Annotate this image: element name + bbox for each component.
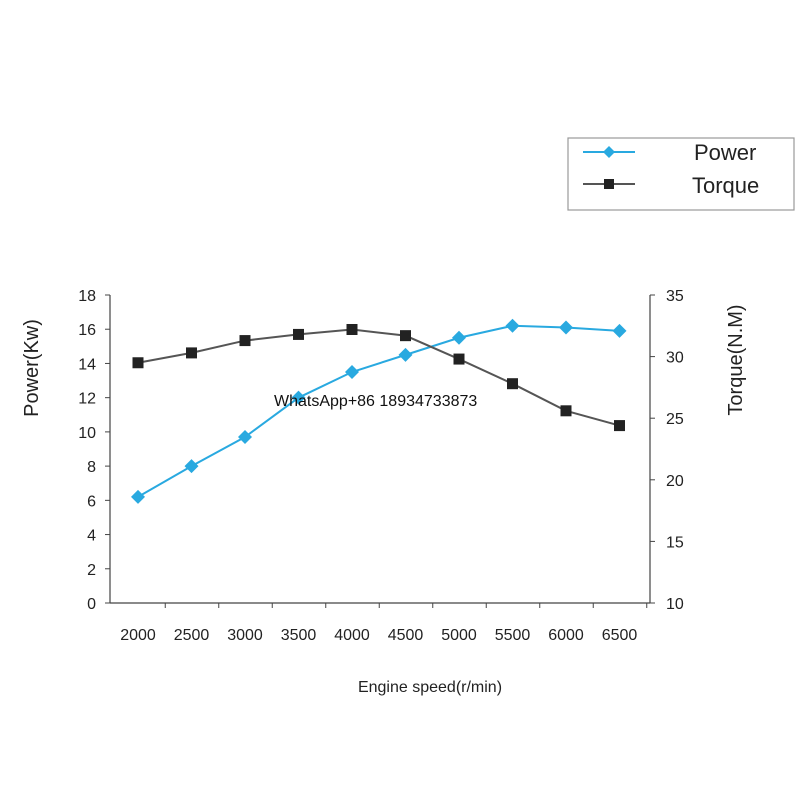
right-tick-label: 20 <box>666 473 684 490</box>
left-tick-label: 12 <box>78 391 96 408</box>
legend: Power Torque <box>567 137 795 211</box>
legend-torque-label: Torque <box>692 173 759 198</box>
left-tick-label: 18 <box>78 288 96 305</box>
legend-power-marker <box>603 146 615 158</box>
power-point <box>612 323 627 338</box>
x-tick-label: 5000 <box>441 627 477 644</box>
x-tick-label: 5500 <box>495 627 531 644</box>
torque-point <box>239 335 251 347</box>
legend-power-label: Power <box>694 140 756 165</box>
power-point <box>238 430 252 445</box>
series-layer <box>131 318 627 504</box>
left-tick-label: 16 <box>78 322 96 339</box>
series-torque <box>132 323 625 432</box>
x-axis-ticks: 2000 2500 3000 3500 4000 4500 5000 5500 6000 6500 <box>120 603 648 644</box>
legend-item-power: Power <box>583 140 756 165</box>
power-point <box>184 459 199 474</box>
right-tick-label: 30 <box>666 350 684 367</box>
power-point <box>131 489 145 504</box>
torque-point <box>453 353 465 365</box>
x-tick-label: 6500 <box>602 627 638 644</box>
torque-point <box>400 330 411 342</box>
series-line-torque <box>137 328 620 427</box>
x-tick-label: 3500 <box>281 627 317 644</box>
power-point <box>559 320 573 335</box>
left-tick-label: 0 <box>87 596 96 613</box>
torque-point <box>560 405 572 417</box>
left-tick-label: 4 <box>87 528 96 545</box>
left-tick-label: 2 <box>87 562 96 579</box>
x-tick-label: 3000 <box>227 627 263 644</box>
x-tick-label: 6000 <box>548 627 584 644</box>
power-point <box>505 318 520 333</box>
x-axis-title: Engine speed(r/min) <box>358 679 502 696</box>
watermark: WhatsApp+86 18934733873 <box>274 393 477 410</box>
torque-point <box>186 347 197 359</box>
left-tick-label: 10 <box>78 425 96 442</box>
power-point <box>452 330 466 345</box>
left-axis-ticks: 0 2 4 6 8 10 12 14 16 18 <box>78 288 110 613</box>
torque-point <box>293 328 304 340</box>
power-point <box>345 365 359 379</box>
series-power <box>131 318 627 504</box>
right-tick-label: 15 <box>666 534 684 551</box>
right-axis-ticks: 10 15 20 25 30 35 <box>650 288 684 613</box>
power-point <box>291 390 306 405</box>
torque-point <box>346 323 358 335</box>
right-tick-label: 35 <box>666 288 684 305</box>
x-tick-label: 2000 <box>120 627 156 644</box>
legend-torque-marker <box>604 179 614 189</box>
left-tick-label: 8 <box>87 459 96 476</box>
left-tick-label: 6 <box>87 493 96 510</box>
x-tick-label: 2500 <box>174 627 210 644</box>
axes <box>109 295 651 604</box>
right-tick-label: 25 <box>666 411 684 428</box>
y-axis-left-title: Power(Kw) <box>21 319 43 417</box>
right-tick-label: 10 <box>666 596 684 613</box>
torque-point <box>614 420 625 432</box>
legend-item-torque: Torque <box>583 173 759 198</box>
legend-box <box>567 137 795 211</box>
torque-point <box>132 357 144 369</box>
torque-point <box>507 378 518 390</box>
y-axis-right-title: Torque(N.M) <box>725 304 747 415</box>
power-point <box>398 347 413 362</box>
x-tick-label: 4500 <box>388 627 424 644</box>
left-tick-label: 14 <box>78 356 96 373</box>
x-tick-label: 4000 <box>334 627 370 644</box>
series-line-power <box>137 324 620 498</box>
